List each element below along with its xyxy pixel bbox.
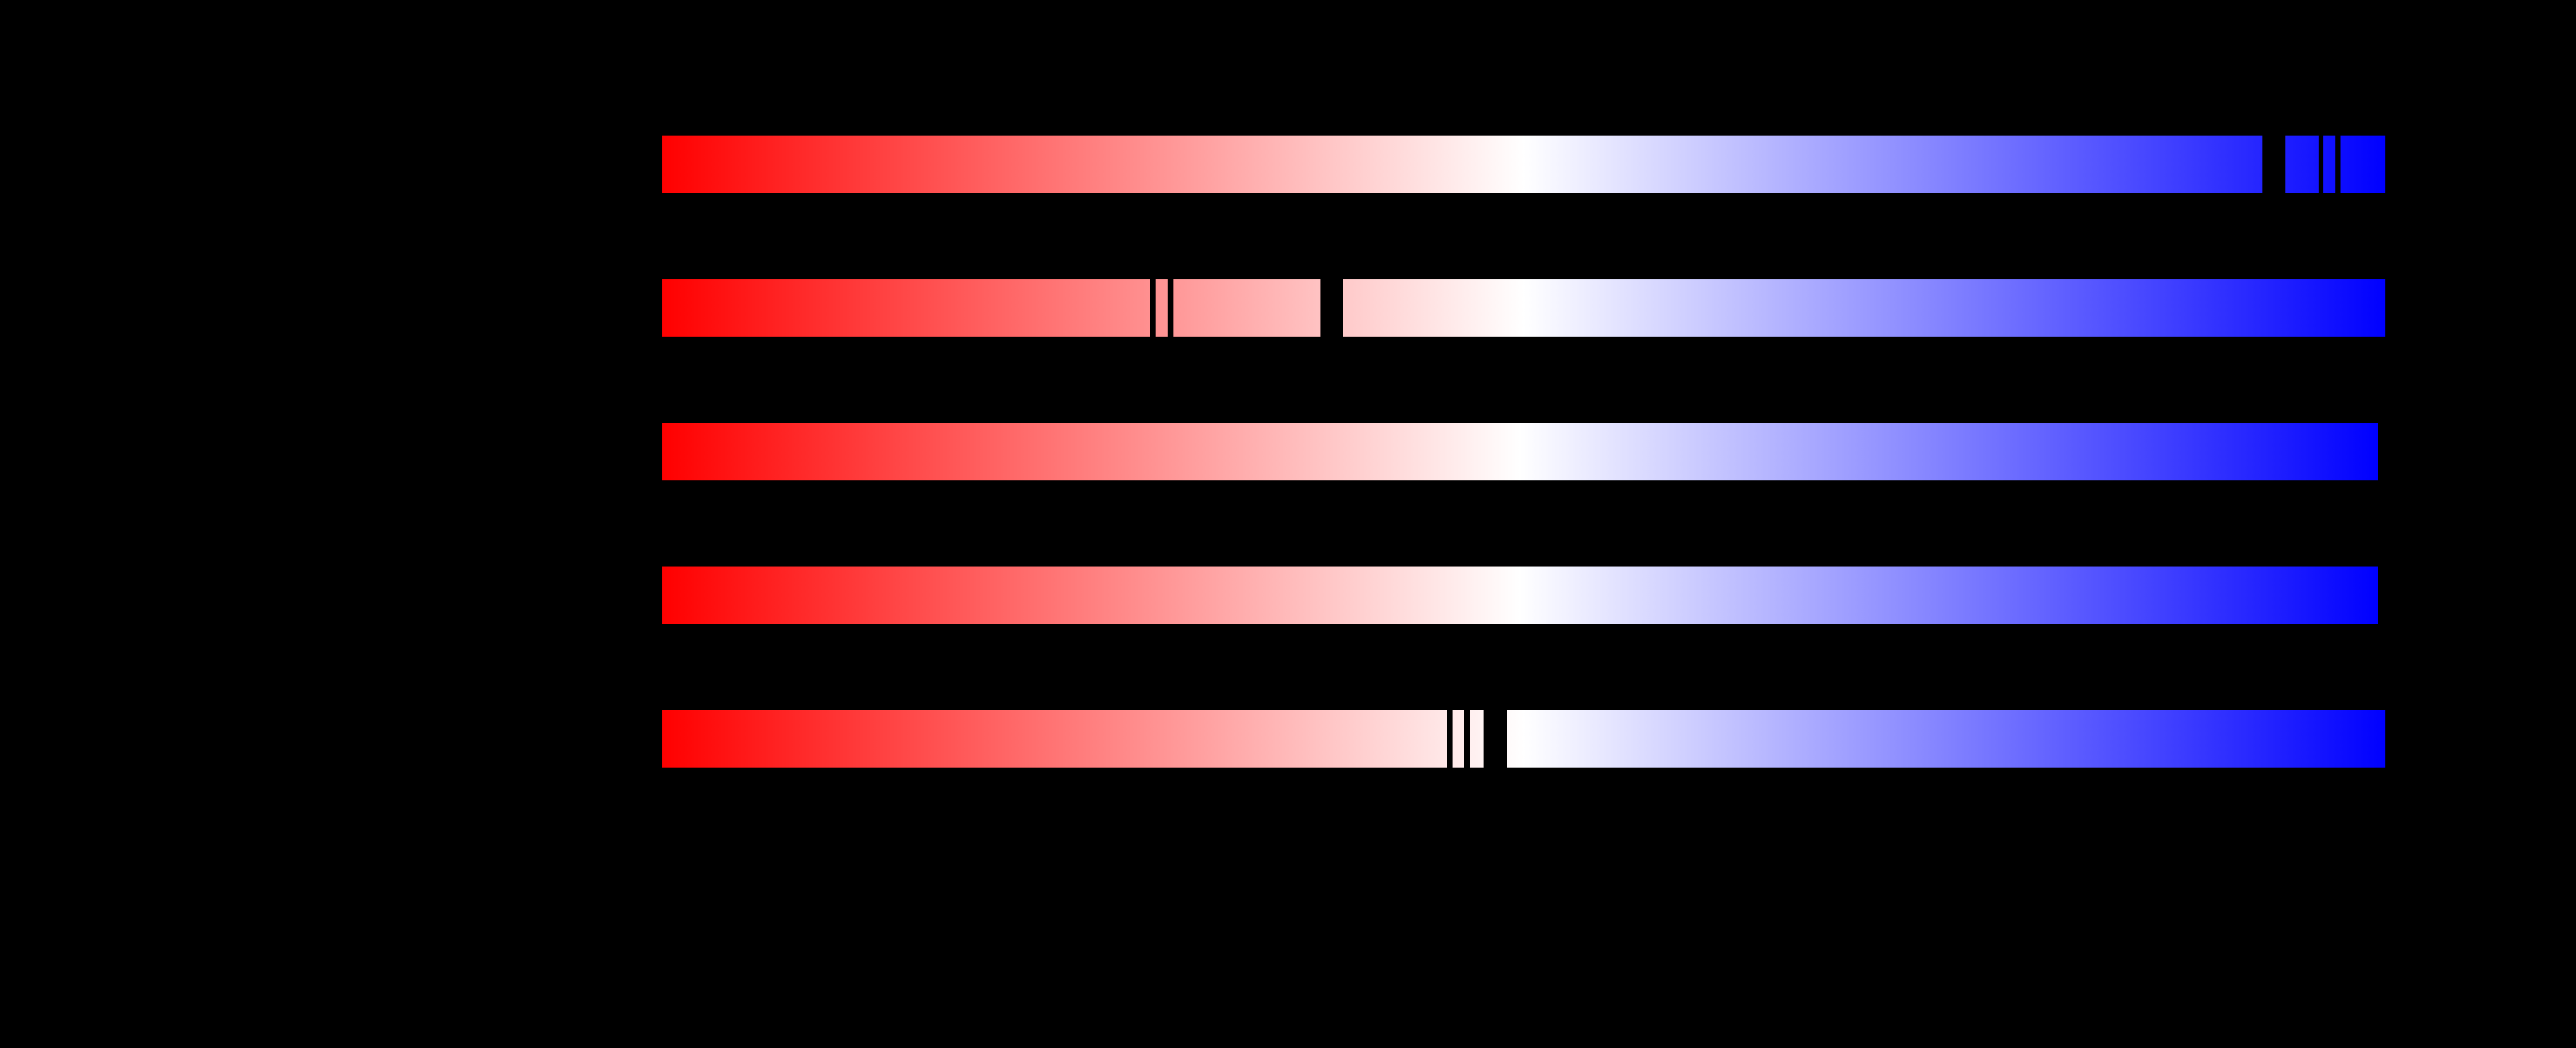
bar-2-tick-gap-1: [1149, 279, 1156, 337]
bar-2-tick-gap-2: [1167, 279, 1173, 337]
bar-2-tick-gap-3: [1320, 279, 1343, 337]
gradient-bar-1: [662, 135, 2385, 194]
bar-1-tick-gap-3: [2335, 135, 2341, 194]
gradient-bar-5: [662, 710, 2385, 768]
bar-5-tick-gap-1: [1446, 710, 1453, 768]
bar-5-tick-gap-3: [1483, 710, 1507, 768]
gradient-bar-3: [662, 423, 2378, 480]
gradient-bar-2: [662, 279, 2385, 337]
bar-1-tick-gap-1: [2262, 135, 2285, 194]
bar-1-tick-gap-2: [2318, 135, 2323, 194]
bar-5-tick-gap-2: [1463, 710, 1470, 768]
gradient-bar-4: [662, 567, 2378, 624]
